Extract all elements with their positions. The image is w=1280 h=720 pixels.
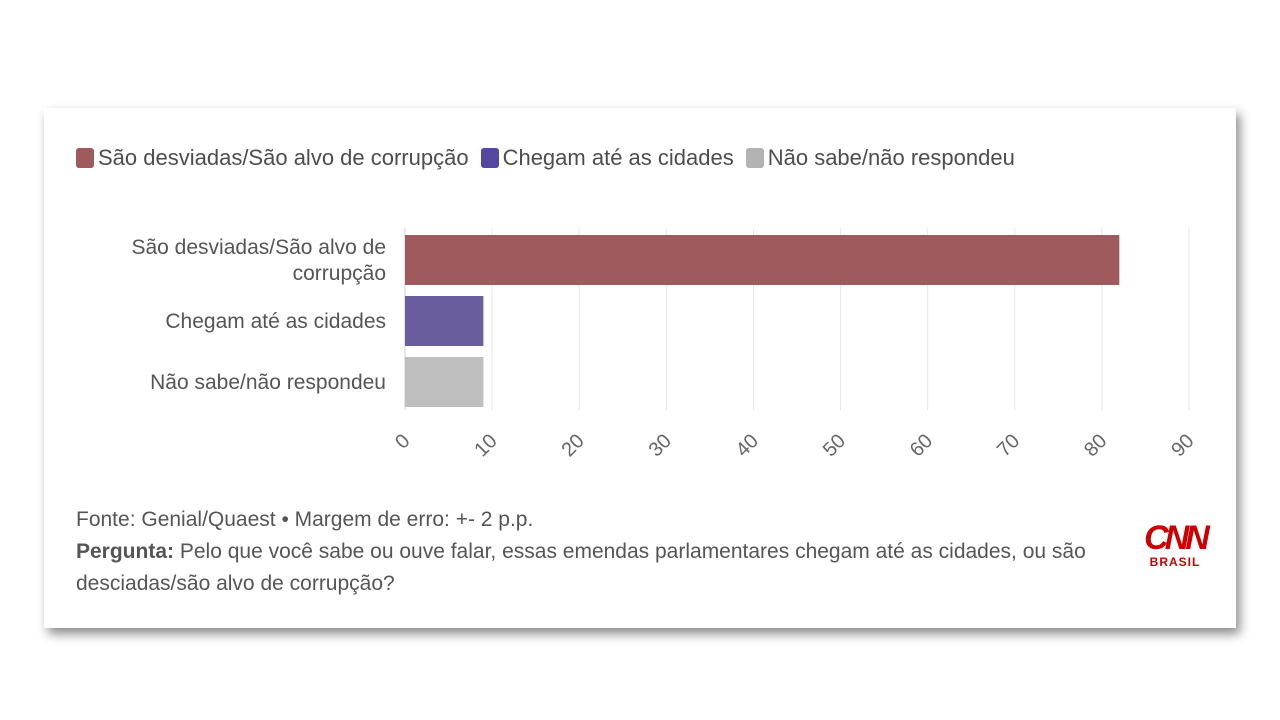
tick-label-50: 50 [819,430,850,461]
legend-item-desviadas: São desviadas/São alvo de corrupção [76,145,469,171]
legend-label-chegam: Chegam até as cidades [502,145,734,170]
logo-main: CNN [1144,519,1210,557]
tick-label-90: 90 [1167,430,1198,461]
chart-footer: Fonte: Genial/Quaest • Margem de erro: +… [76,504,1126,600]
tick-label-0: 0 [391,430,414,453]
source-note: Fonte: Genial/Quaest • Margem de erro: +… [76,508,534,531]
bar-chart: São desviadas/São alvo de corrupção Chegam… [131,228,1199,461]
tick-label-70: 70 [993,430,1024,461]
tick-label-80: 80 [1080,430,1111,461]
tick-label-30: 30 [645,430,676,461]
tick-label-40: 40 [732,430,763,461]
legend-swatch-nao-sabe [745,148,764,168]
tick-label-60: 60 [906,430,937,461]
bar-1 [405,296,484,346]
legend-item-chegam: Chegam até as cidades [480,145,734,171]
logo-sub: BRASIL [1149,555,1201,569]
bar-2 [405,357,484,407]
category-label-2: Não sabe/não respondeu [150,371,386,394]
legend: São desviadas/São alvo de corrupção Cheg… [76,145,1027,171]
chart-card: São desviadas/São alvo de corrupção Chegam… [44,108,1236,628]
legend-label-desviadas: São desviadas/São alvo de corrupção [98,145,469,170]
question-note: Pergunta: Pelo que você sabe ou ouve fal… [76,536,1126,600]
tick-label-20: 20 [557,430,588,461]
legend-item-nao-sabe: Não sabe/não respondeu [745,145,1015,171]
legend-label-nao-sabe: Não sabe/não respondeu [767,145,1015,170]
bar-0 [405,235,1120,285]
cnn-brasil-logo: CNN BRASIL [1137,521,1213,577]
tick-label-10: 10 [470,430,501,461]
category-label-1: Chegam até as cidades [165,310,386,333]
legend-swatch-desviadas [76,148,94,168]
question-label: Pergunta: [76,540,175,563]
category-label-0: São desviadas/São alvo de corrupção [131,236,386,285]
question-text: Pelo que você sabe ou ouve falar, essas … [76,540,1086,595]
legend-swatch-chegam [480,148,499,168]
